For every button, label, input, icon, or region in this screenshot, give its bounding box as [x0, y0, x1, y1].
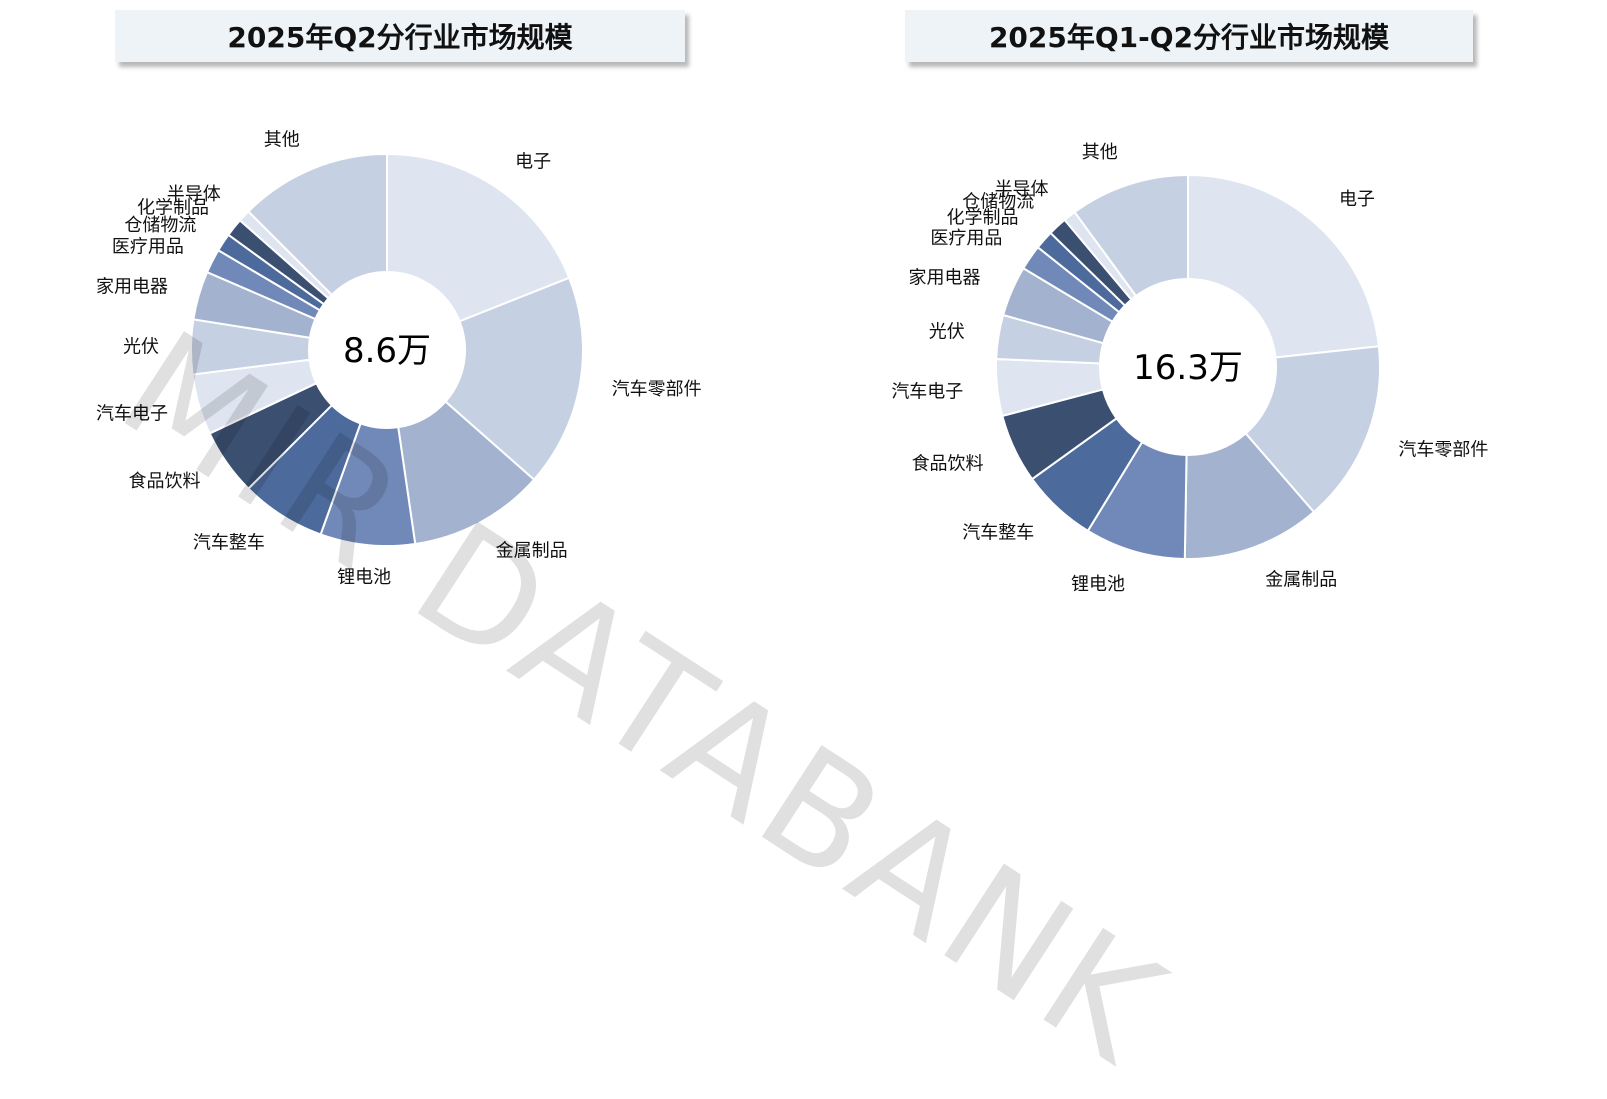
pie-slice-2 — [1244, 345, 1381, 514]
slice-label-5: 汽车整车 — [962, 523, 1034, 544]
center-total-label: 16.3万 — [1133, 348, 1243, 388]
slice-label-13: 半导体 — [995, 179, 1049, 200]
pie-slice-2 — [444, 276, 584, 482]
slice-label-9: 家用电器 — [96, 276, 168, 297]
slice-label-3: 金属制品 — [496, 540, 568, 561]
slice-label-9: 家用电器 — [908, 267, 980, 288]
slice-label-7: 汽车电子 — [891, 381, 963, 402]
slice-label-2: 汽车零部件 — [612, 379, 702, 400]
pie-slice-1 — [386, 152, 571, 323]
slice-label-8: 光伏 — [123, 336, 159, 357]
chart-title-right: 2025年Q1-Q2分行业市场规模 — [905, 10, 1473, 62]
slice-label-10: 医疗用品 — [930, 228, 1002, 249]
slice-label-4: 锂电池 — [1071, 574, 1125, 595]
slice-label-11: 仓储物流 — [124, 215, 196, 236]
pie-slice-14 — [1073, 173, 1189, 298]
slice-label-11: 化学制品 — [947, 207, 1019, 228]
slice-label-14: 其他 — [264, 129, 300, 150]
center-total-label: 8.6万 — [343, 331, 431, 371]
slice-label-4: 锂电池 — [337, 567, 391, 588]
slice-label-14: 其他 — [1082, 142, 1118, 163]
slice-label-7: 汽车电子 — [96, 404, 168, 425]
slice-label-3: 金属制品 — [1265, 569, 1337, 590]
slice-label-2: 汽车零部件 — [1398, 440, 1488, 461]
slice-label-1: 电子 — [1339, 189, 1375, 210]
slice-label-8: 光伏 — [929, 321, 965, 342]
slice-label-12: 仓储物流 — [962, 191, 1034, 212]
pie-slice-14 — [246, 152, 388, 297]
slice-label-13: 半导体 — [167, 184, 221, 205]
slice-label-6: 食品饮料 — [128, 471, 200, 492]
charts-canvas: 电子汽车零部件金属制品锂电池汽车整车食品饮料汽车电子光伏家用电器医疗用品仓储物流… — [96, 129, 1488, 595]
slice-label-6: 食品饮料 — [912, 453, 984, 474]
slice-label-10: 医疗用品 — [112, 236, 184, 257]
slice-label-12: 化学制品 — [137, 197, 209, 218]
pie-slice-1 — [1187, 173, 1380, 359]
slice-label-5: 汽车整车 — [193, 533, 265, 554]
slice-label-1: 电子 — [515, 151, 551, 172]
chart-title-left: 2025年Q2分行业市场规模 — [115, 10, 685, 62]
